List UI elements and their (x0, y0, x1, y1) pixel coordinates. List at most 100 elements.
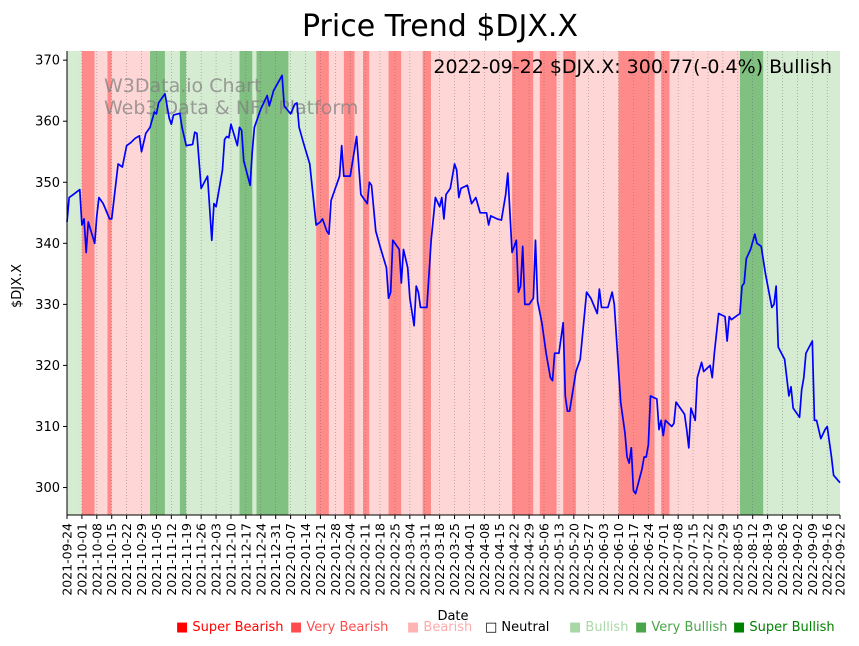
x-tick-label: 2022-07-15 (686, 523, 701, 596)
sentiment-band-bearish (431, 51, 513, 515)
x-tick-label: 2022-08-19 (760, 523, 775, 596)
sentiment-band-bullish (763, 51, 783, 515)
y-tick-label: 370 (35, 54, 60, 69)
x-tick-label: 2022-04-01 (462, 523, 477, 596)
x-tick-label: 2021-12-17 (238, 523, 253, 596)
x-tick-label: 2021-10-08 (89, 523, 104, 596)
watermark-line-1: W3Data.io Chart (104, 75, 261, 97)
sentiment-band-bullish (288, 51, 317, 515)
sentiment-band-very_bearish (81, 51, 95, 515)
sentiment-band-very_bearish (362, 51, 370, 515)
x-tick-label: 2022-08-26 (775, 523, 790, 596)
legend-label: Very Bullish (651, 620, 728, 635)
x-tick-label: 2022-06-24 (641, 523, 656, 596)
x-tick-label: 2022-04-15 (492, 523, 507, 596)
x-tick-label: 2022-05-27 (581, 523, 596, 596)
legend-swatch: ■ (733, 620, 750, 635)
sentiment-band-very_bullish (150, 51, 165, 515)
legend-label: Very Bearish (306, 620, 389, 635)
x-tick-label: 2022-03-04 (402, 523, 417, 596)
sentiment-band-bullish (782, 51, 840, 515)
vertical-gridlines (66, 51, 828, 515)
x-tick-label: 2021-12-31 (268, 523, 283, 596)
x-tick-label: 2021-12-10 (223, 523, 238, 596)
sentiment-band-very_bearish (512, 51, 534, 515)
legend-swatch: ■ (290, 620, 307, 635)
sentiment-band-bearish (354, 51, 363, 515)
x-tick-label: 2021-11-12 (164, 523, 179, 596)
x-tick-label: 2022-03-25 (447, 523, 462, 596)
legend-label: Neutral (501, 620, 550, 635)
x-tick-label: 2022-02-04 (343, 523, 358, 596)
y-tick-label: 300 (35, 481, 60, 496)
sentiment-band-bearish (94, 51, 108, 515)
sentiment-band-bearish (575, 51, 619, 515)
x-tick-label: 2021-09-24 (60, 523, 75, 596)
sentiment-band-very_bullish (256, 51, 289, 515)
x-tick-label: 2022-03-18 (432, 523, 447, 596)
x-tick-label: 2022-07-01 (656, 523, 671, 596)
legend-label: Bullish (585, 620, 629, 635)
legend-item: ■ Very Bullish (635, 620, 727, 635)
sentiment-band-bearish (556, 51, 564, 515)
x-tick-label: 2022-08-12 (745, 523, 760, 596)
legend-item: ■ Super Bullish (733, 620, 835, 635)
x-tick-label: 2022-09-09 (805, 523, 820, 596)
sentiment-band-very_bearish (422, 51, 432, 515)
x-tick-label: 2022-06-10 (611, 523, 626, 596)
x-tick-label: 2022-02-11 (358, 523, 373, 596)
x-tick-label: 2022-08-05 (730, 523, 745, 596)
y-tick-label: 330 (35, 298, 60, 313)
x-tick-label: 2021-12-24 (253, 523, 268, 596)
x-tick-label: 2021-11-19 (179, 523, 194, 596)
y-tick-label: 310 (35, 420, 60, 435)
legend: ■ Super Bearish ■ Very Bearish ■ Bearish □ … (0, 620, 859, 640)
sentiment-band-bearish (686, 51, 740, 515)
x-tick-label: 2022-04-22 (507, 523, 522, 596)
y-tick-label: 320 (35, 359, 60, 374)
legend-swatch: ■ (569, 620, 586, 635)
x-tick-label: 2022-02-18 (373, 523, 388, 596)
x-tick-label: 2022-05-13 (551, 523, 566, 596)
legend-label: Bearish (423, 620, 473, 635)
x-tick-label: 2022-01-14 (298, 523, 313, 596)
y-axis-ticks: 300 310 320 330 340 350 360 370 (35, 54, 67, 496)
sentiment-band-very_bearish (107, 51, 112, 515)
sentiment-band-very_bullish (739, 51, 764, 515)
legend-item: □ Neutral (485, 620, 549, 635)
x-tick-label: 2022-09-02 (790, 523, 805, 596)
x-tick-label: 2021-11-05 (149, 523, 164, 596)
x-tick-label: 2022-03-11 (417, 523, 432, 596)
x-tick-label: 2022-01-07 (283, 523, 298, 596)
sentiment-band-bearish (328, 51, 344, 515)
chart-annotation: 2022-09-22 $DJX.X: 300.77(-0.4%) Bullish (433, 56, 832, 78)
legend-label: Super Bearish (192, 620, 284, 635)
sentiment-band-very_bearish (618, 51, 634, 515)
legend-swatch: ■ (635, 620, 652, 635)
chart-title: Price Trend $DJX.X (302, 9, 578, 44)
sentiment-band-bearish (111, 51, 151, 515)
sentiment-band-bullish (186, 51, 270, 515)
sentiment-band-very_bearish (343, 51, 355, 515)
legend-item: ■ Bearish (407, 620, 472, 635)
sentiment-band-bearish (369, 51, 389, 515)
axes (66, 51, 840, 516)
legend-item: ■ Super Bearish (176, 620, 284, 635)
sentiment-band-bullish (73, 51, 82, 515)
x-tick-label: 2022-05-20 (566, 523, 581, 596)
sentiment-band-bullish (218, 51, 227, 515)
sentiment-bands (67, 51, 840, 515)
price-line (66, 74, 841, 495)
sentiment-band-bullish (164, 51, 180, 515)
y-tick-label: 360 (35, 115, 60, 130)
x-tick-label: 2022-01-28 (328, 523, 343, 596)
x-tick-label: 2022-06-03 (596, 523, 611, 596)
x-tick-label: 2022-09-16 (820, 523, 835, 596)
x-tick-label: 2021-10-01 (74, 523, 89, 596)
x-tick-label: 2022-04-08 (477, 523, 492, 596)
sentiment-band-bearish (401, 51, 423, 515)
x-axis-ticks: 2021-09-24 2021-10-01 2021-10-08 2021-10-15… (60, 515, 848, 596)
x-axis-label: Date (437, 609, 468, 620)
x-tick-label: 2022-07-08 (671, 523, 686, 596)
x-tick-label: 2021-10-22 (119, 523, 134, 596)
